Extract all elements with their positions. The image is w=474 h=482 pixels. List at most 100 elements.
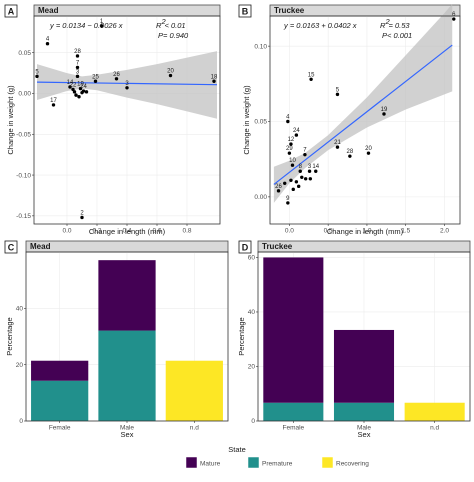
data-point xyxy=(77,95,81,99)
point-label: 3 xyxy=(125,81,129,87)
x-tick-label: 0.8 xyxy=(182,228,191,235)
data-point xyxy=(294,180,299,184)
x-tick-label: 0.0 xyxy=(285,228,294,235)
data-point xyxy=(348,154,352,158)
x-tick-label: Male xyxy=(357,425,371,432)
point-label: 5 xyxy=(336,87,340,93)
point-label: 14 xyxy=(312,164,319,170)
p-label: P xyxy=(382,31,387,40)
legend-label: Recovering xyxy=(336,461,369,468)
data-point xyxy=(286,201,290,205)
point-label: 22 xyxy=(70,82,77,88)
data-point xyxy=(93,79,98,83)
y-tick-label: 0.05 xyxy=(18,50,31,57)
facet-title: Truckee xyxy=(274,6,305,15)
regression-line xyxy=(36,81,218,86)
panel-tag-box xyxy=(4,4,18,18)
data-point xyxy=(300,175,304,179)
data-point xyxy=(452,17,456,21)
panel-c: C Mead Female Male n.d 0 20 40 Sex Percentage xyxy=(4,240,229,439)
point-label: 24 xyxy=(293,128,300,134)
point-label: 7 xyxy=(303,148,307,154)
data-point xyxy=(51,103,56,107)
data-point xyxy=(80,215,84,220)
panel-tag-box xyxy=(238,4,252,18)
data-point xyxy=(72,90,77,94)
y-tick-label: 0.00 xyxy=(254,194,267,201)
bar-segment-premature xyxy=(98,330,156,421)
panel-tag: C xyxy=(8,243,15,253)
data-point xyxy=(289,178,293,182)
point-label: 10 xyxy=(289,158,296,164)
equation-text: y = 0.0134 − 0.0026 x xyxy=(49,21,123,30)
point-label: 15 xyxy=(308,72,315,78)
plot-frame xyxy=(269,15,461,225)
point-label: 8 xyxy=(299,164,303,170)
x-tick-label: Female xyxy=(49,425,71,432)
x-tick-label: 0.5 xyxy=(324,228,333,235)
point-label: 3 xyxy=(76,69,80,75)
data-point xyxy=(74,93,78,97)
r2-value: = 0.53 xyxy=(389,21,411,30)
data-point xyxy=(80,90,84,95)
data-point xyxy=(289,142,293,146)
panel-d: D Truckee Female Male n.d 0 20 40 60 Sex Percentag… xyxy=(237,240,471,439)
data-point xyxy=(335,92,340,97)
point-label: 28 xyxy=(74,49,81,55)
legend-label: Premature xyxy=(262,461,293,468)
point-label: 12 xyxy=(288,137,295,143)
point-label: 21 xyxy=(334,140,341,146)
confidence-band xyxy=(37,51,217,119)
point-label: 7 xyxy=(76,60,80,66)
data-point xyxy=(75,54,80,58)
x-tick-label: 0.0 xyxy=(62,228,71,235)
r2-label: R xyxy=(156,21,162,30)
legend-swatch-recovering xyxy=(321,456,334,469)
data-point xyxy=(68,85,72,89)
x-axis-label: Change in length (mm) xyxy=(89,227,166,236)
bar-segment-mature xyxy=(333,329,395,403)
data-point xyxy=(45,42,50,46)
data-point xyxy=(366,151,371,155)
data-point xyxy=(75,74,80,79)
point-label: 19 xyxy=(381,107,388,113)
point-label: 3 xyxy=(308,164,312,170)
y-tick-label: 40 xyxy=(16,306,24,313)
bar-segment-recovering xyxy=(165,360,223,421)
data-point xyxy=(307,169,312,173)
p-value: < 0.001 xyxy=(387,31,412,40)
point-label: 9 xyxy=(286,196,290,202)
bar-segment-recovering xyxy=(404,402,465,421)
y-tick-label: 0.05 xyxy=(254,119,267,126)
point-label: 6 xyxy=(452,12,456,18)
data-point xyxy=(99,24,104,28)
y-axis-label: Change in weight (g) xyxy=(6,85,15,155)
bar-segment-premature xyxy=(333,402,395,421)
point-label: 28 xyxy=(347,149,354,155)
panel-tag-box xyxy=(238,240,252,254)
y-tick-label: 40 xyxy=(248,309,256,316)
data-point xyxy=(276,189,281,193)
data-point xyxy=(303,177,308,181)
panel-tag: B xyxy=(242,7,249,17)
point-label: 26 xyxy=(113,72,120,78)
data-point xyxy=(71,87,75,92)
x-tick-label: 0.6 xyxy=(152,228,161,235)
data-point xyxy=(75,65,80,70)
x-tick-label: 1.5 xyxy=(401,228,410,235)
legend-title: State xyxy=(228,445,246,454)
panel-b: B Truckee 6 15 5 19 4 24 12 29 7 21 20 28 108 3 14 26 9 0.0… xyxy=(238,3,461,236)
r2-label: R xyxy=(380,21,386,30)
bar-segment-premature xyxy=(31,380,89,421)
point-label: 4 xyxy=(286,115,290,121)
y-tick-label: 0.10 xyxy=(254,43,267,50)
x-tick-label: 0.4 xyxy=(122,228,131,235)
p-value: = 0.940 xyxy=(163,31,189,40)
point-label: 2 xyxy=(80,210,84,216)
y-axis-label: Percentage xyxy=(237,317,246,355)
y-axis-label: Percentage xyxy=(5,317,14,355)
data-point xyxy=(308,177,313,181)
x-tick-label: Female xyxy=(282,425,304,432)
legend-swatch-mature xyxy=(185,456,198,469)
